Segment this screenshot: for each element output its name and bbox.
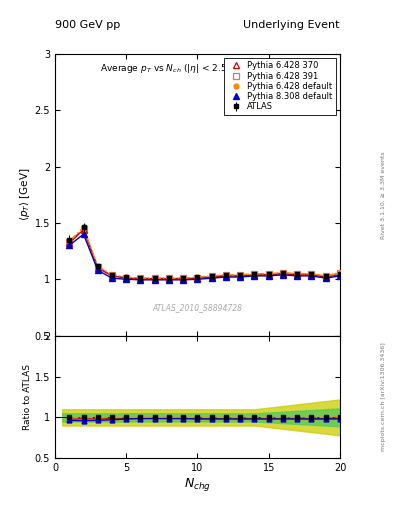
Pythia 6.428 default: [152, 275, 157, 281]
Pythia 6.428 370: [181, 275, 185, 282]
Pythia 6.428 default: [124, 274, 129, 280]
Pythia 6.428 370: [138, 275, 143, 282]
Pythia 6.428 default: [238, 272, 242, 278]
Pythia 6.428 391: [266, 271, 271, 278]
Pythia 8.308 default: [167, 277, 171, 283]
Pythia 8.308 default: [266, 273, 271, 279]
Text: Average $p_T$ vs $N_{ch}$ ($|\eta|$ < 2.5, $p_T$ > 0.5 GeV): Average $p_T$ vs $N_{ch}$ ($|\eta|$ < 2.…: [100, 62, 295, 75]
Line: Pythia 8.308 default: Pythia 8.308 default: [66, 231, 343, 283]
Pythia 6.428 391: [238, 272, 242, 279]
X-axis label: $N_{chg}$: $N_{chg}$: [184, 476, 211, 493]
Pythia 6.428 391: [295, 271, 299, 278]
Text: ATLAS_2010_S8894728: ATLAS_2010_S8894728: [152, 303, 242, 312]
Pythia 6.428 391: [110, 272, 114, 279]
Pythia 6.428 default: [281, 269, 285, 275]
Pythia 6.428 default: [138, 275, 143, 281]
Pythia 8.308 default: [152, 277, 157, 283]
Pythia 6.428 391: [124, 274, 129, 281]
Pythia 6.428 370: [338, 272, 342, 278]
Pythia 6.428 370: [81, 227, 86, 233]
Pythia 8.308 default: [323, 275, 328, 281]
Pythia 8.308 default: [252, 273, 257, 279]
Line: Pythia 6.428 391: Pythia 6.428 391: [66, 226, 343, 281]
Pythia 6.428 391: [224, 272, 228, 279]
Pythia 6.428 391: [209, 273, 214, 280]
Pythia 6.428 default: [195, 274, 200, 280]
Pythia 6.428 370: [67, 240, 72, 246]
Y-axis label: Ratio to ATLAS: Ratio to ATLAS: [23, 364, 32, 430]
Pythia 6.428 391: [95, 264, 100, 270]
Pythia 6.428 370: [152, 275, 157, 282]
Pythia 6.428 391: [67, 239, 72, 245]
Pythia 6.428 default: [295, 270, 299, 276]
Pythia 8.308 default: [295, 273, 299, 279]
Text: 900 GeV pp: 900 GeV pp: [55, 20, 120, 31]
Pythia 6.428 391: [252, 271, 257, 278]
Pythia 6.428 default: [95, 263, 100, 269]
Pythia 8.308 default: [124, 276, 129, 282]
Pythia 6.428 370: [95, 265, 100, 271]
Pythia 6.428 370: [224, 273, 228, 279]
Pythia 6.428 391: [281, 270, 285, 276]
Pythia 8.308 default: [138, 277, 143, 283]
Pythia 6.428 default: [81, 224, 86, 230]
Pythia 6.428 default: [338, 269, 342, 275]
Text: Rivet 3.1.10, ≥ 3.3M events: Rivet 3.1.10, ≥ 3.3M events: [381, 151, 386, 239]
Text: mcplots.cern.ch [arXiv:1306.3436]: mcplots.cern.ch [arXiv:1306.3436]: [381, 343, 386, 452]
Pythia 6.428 default: [224, 272, 228, 278]
Pythia 6.428 391: [309, 271, 314, 278]
Text: Underlying Event: Underlying Event: [243, 20, 340, 31]
Legend: Pythia 6.428 370, Pythia 6.428 391, Pythia 6.428 default, Pythia 8.308 default, : Pythia 6.428 370, Pythia 6.428 391, Pyth…: [224, 58, 336, 115]
Pythia 6.428 391: [195, 274, 200, 281]
Pythia 6.428 391: [138, 275, 143, 281]
Pythia 6.428 370: [167, 275, 171, 282]
Pythia 8.308 default: [95, 267, 100, 273]
Pythia 6.428 370: [266, 272, 271, 278]
Pythia 6.428 370: [238, 273, 242, 279]
Pythia 8.308 default: [238, 274, 242, 280]
Line: Pythia 6.428 370: Pythia 6.428 370: [66, 227, 343, 282]
Pythia 8.308 default: [181, 277, 185, 283]
Pythia 8.308 default: [195, 276, 200, 282]
Pythia 8.308 default: [110, 275, 114, 281]
Pythia 6.428 370: [209, 274, 214, 280]
Pythia 8.308 default: [338, 273, 342, 279]
Y-axis label: $\langle p_T \rangle$ [GeV]: $\langle p_T \rangle$ [GeV]: [18, 168, 32, 222]
Pythia 6.428 391: [323, 273, 328, 280]
Pythia 6.428 391: [152, 275, 157, 281]
Pythia 6.428 default: [309, 270, 314, 276]
Pythia 6.428 370: [323, 274, 328, 280]
Pythia 6.428 default: [323, 273, 328, 279]
Pythia 6.428 370: [110, 273, 114, 279]
Pythia 6.428 default: [167, 275, 171, 281]
Pythia 6.428 default: [266, 270, 271, 276]
Pythia 6.428 391: [338, 270, 342, 276]
Pythia 6.428 370: [252, 272, 257, 278]
Pythia 6.428 default: [110, 272, 114, 278]
Pythia 6.428 391: [167, 275, 171, 281]
Pythia 6.428 370: [195, 275, 200, 281]
Pythia 8.308 default: [81, 231, 86, 237]
Pythia 8.308 default: [309, 273, 314, 279]
Pythia 6.428 default: [67, 238, 72, 244]
Pythia 6.428 default: [181, 275, 185, 281]
Pythia 8.308 default: [224, 274, 228, 280]
Pythia 6.428 391: [81, 225, 86, 231]
Pythia 6.428 391: [181, 275, 185, 281]
Pythia 8.308 default: [67, 242, 72, 248]
Pythia 6.428 default: [209, 273, 214, 279]
Pythia 6.428 370: [295, 272, 299, 278]
Line: Pythia 6.428 default: Pythia 6.428 default: [67, 225, 342, 281]
Pythia 6.428 370: [309, 272, 314, 278]
Pythia 8.308 default: [209, 275, 214, 281]
Pythia 6.428 370: [281, 270, 285, 276]
Pythia 6.428 default: [252, 270, 257, 276]
Pythia 8.308 default: [281, 272, 285, 278]
Pythia 6.428 370: [124, 275, 129, 281]
